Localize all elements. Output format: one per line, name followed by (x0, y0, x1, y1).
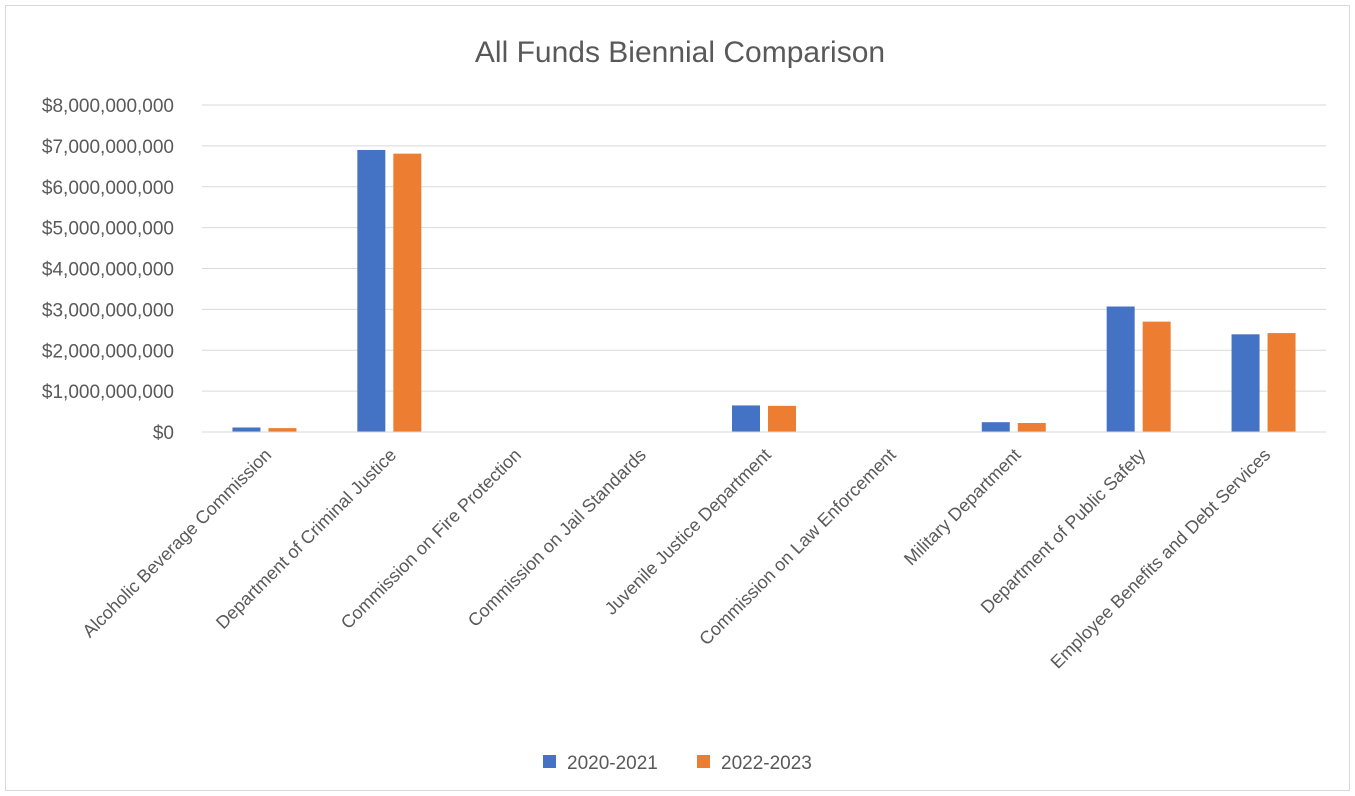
bar-series2 (393, 153, 422, 433)
bar-series2 (1017, 423, 1046, 432)
bar-series1 (732, 405, 760, 432)
bar-series2 (1142, 321, 1171, 432)
bar-series1 (357, 149, 386, 432)
y-tick-label: $6,000,000,000 (42, 178, 174, 199)
bar-series1 (232, 427, 261, 432)
x-category-label: Employee Benefits and Debt Services (1047, 445, 1275, 673)
legend-swatch (697, 755, 710, 768)
y-tick-label: $7,000,000,000 (42, 137, 174, 158)
y-tick-label: $3,000,000,000 (42, 300, 174, 321)
bar-series2 (768, 405, 796, 432)
y-tick-label: $4,000,000,000 (42, 260, 174, 281)
y-tick-label: $2,000,000,000 (42, 341, 174, 362)
bar-series1 (1106, 306, 1135, 432)
y-tick-label: $8,000,000,000 (42, 96, 174, 117)
x-category-label: Military Department (900, 445, 1024, 569)
legend-swatch (543, 755, 556, 768)
legend-label: 2020-2021 (567, 753, 658, 774)
bar-series2 (268, 428, 297, 432)
bar-series2 (1267, 333, 1296, 432)
legend: 2020-2021 2022-2023 (543, 753, 812, 774)
x-category-label: Commission on Law Enforcement (695, 445, 899, 649)
y-tick-label: $0 (153, 423, 174, 444)
x-axis-categories: Alcoholic Beverage CommissionDepartment … (79, 445, 1275, 673)
legend-label: 2022-2023 (721, 753, 812, 774)
bar-series1 (1231, 334, 1260, 432)
chart-title: All Funds Biennial Comparison (475, 36, 885, 69)
y-tick-label: $1,000,000,000 (42, 382, 174, 403)
y-tick-label: $5,000,000,000 (42, 219, 174, 240)
bars (232, 149, 1296, 433)
bar-series1 (981, 422, 1010, 432)
y-axis-ticks: $0 $1,000,000,000 $2,000,000,000 $3,000,000… (42, 96, 174, 444)
gridlines (202, 104, 1326, 392)
